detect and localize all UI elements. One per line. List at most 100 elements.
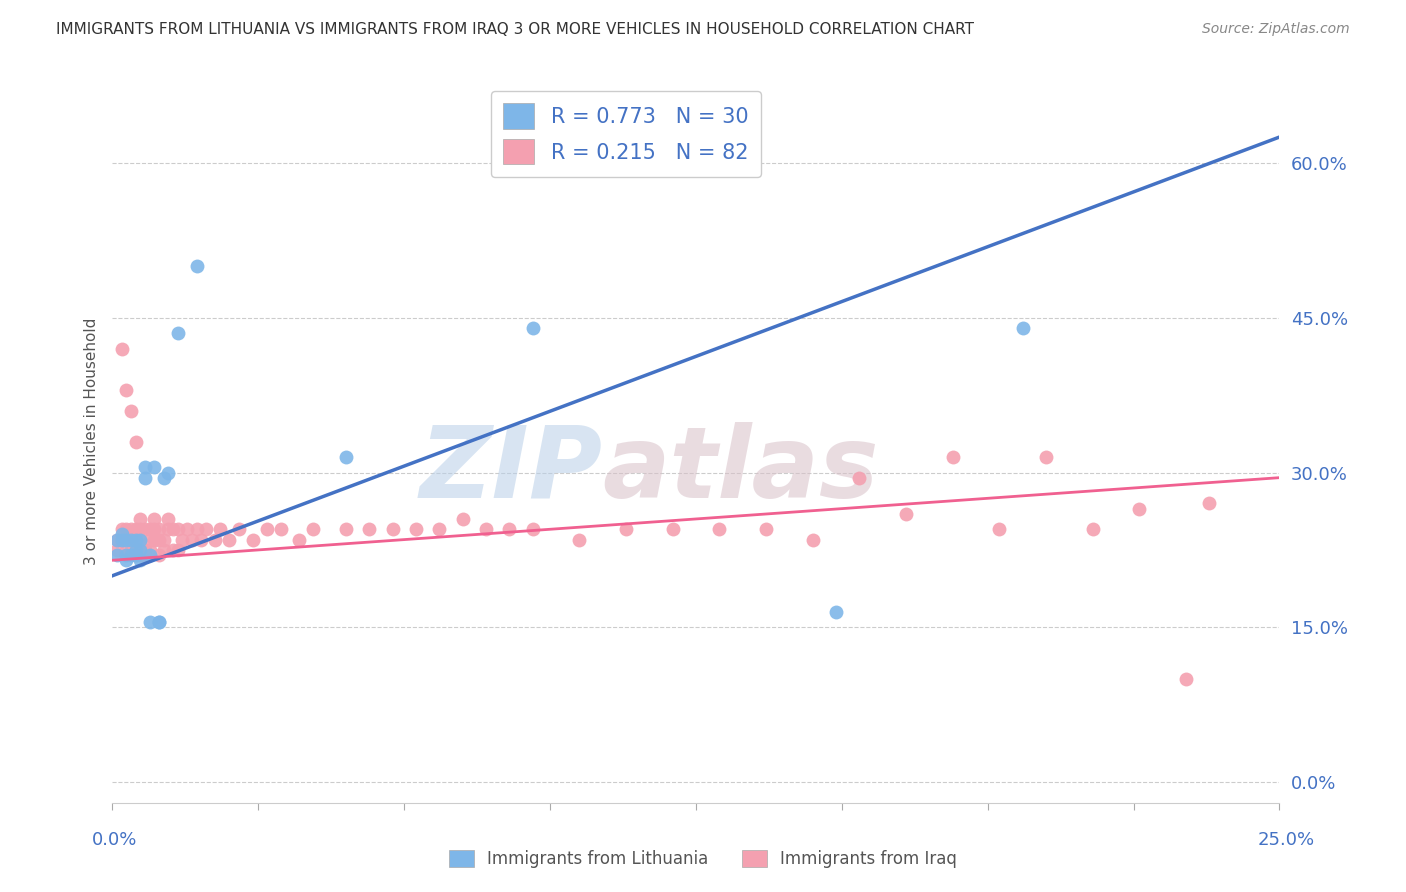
- Point: [111, 527, 134, 541]
- Point: [129, 533, 152, 547]
- Text: IMMIGRANTS FROM LITHUANIA VS IMMIGRANTS FROM IRAQ 3 OR MORE VEHICLES IN HOUSEHOL: IMMIGRANTS FROM LITHUANIA VS IMMIGRANTS …: [56, 22, 974, 37]
- Point: [115, 522, 138, 536]
- Point: [115, 553, 138, 567]
- Text: ZIP: ZIP: [419, 422, 603, 519]
- Text: 25.0%: 25.0%: [1257, 831, 1315, 849]
- Point: [157, 512, 180, 526]
- Point: [111, 522, 134, 536]
- Point: [186, 259, 208, 273]
- Point: [125, 533, 148, 547]
- Point: [125, 548, 148, 562]
- Point: [115, 548, 138, 562]
- Point: [302, 522, 325, 536]
- Point: [614, 522, 637, 536]
- Point: [134, 522, 156, 536]
- Point: [148, 522, 170, 536]
- Point: [115, 542, 138, 557]
- Point: [176, 522, 198, 536]
- Point: [125, 533, 148, 547]
- Point: [120, 533, 142, 547]
- Point: [105, 533, 128, 547]
- Point: [335, 522, 357, 536]
- Point: [129, 553, 152, 567]
- Point: [129, 548, 152, 562]
- Point: [105, 542, 128, 557]
- Point: [115, 533, 138, 547]
- Point: [242, 533, 264, 547]
- Point: [256, 522, 278, 536]
- Point: [139, 533, 162, 547]
- Point: [129, 522, 152, 536]
- Point: [139, 615, 162, 630]
- Point: [451, 512, 474, 526]
- Point: [190, 533, 212, 547]
- Point: [709, 522, 731, 536]
- Point: [166, 522, 188, 536]
- Point: [942, 450, 965, 464]
- Point: [153, 542, 176, 557]
- Point: [125, 522, 148, 536]
- Text: atlas: atlas: [603, 422, 879, 519]
- Point: [522, 522, 544, 536]
- Point: [180, 533, 202, 547]
- Point: [143, 522, 166, 536]
- Point: [120, 548, 142, 562]
- Point: [143, 460, 166, 475]
- Point: [894, 507, 917, 521]
- Point: [568, 533, 591, 547]
- Point: [120, 542, 142, 557]
- Point: [125, 542, 148, 557]
- Point: [139, 548, 162, 562]
- Point: [172, 533, 194, 547]
- Point: [270, 522, 292, 536]
- Point: [218, 533, 240, 547]
- Point: [105, 533, 128, 547]
- Point: [111, 342, 134, 356]
- Point: [157, 522, 180, 536]
- Text: Source: ZipAtlas.com: Source: ZipAtlas.com: [1202, 22, 1350, 37]
- Point: [129, 542, 152, 557]
- Point: [288, 533, 311, 547]
- Point: [139, 542, 162, 557]
- Legend: R = 0.773   N = 30, R = 0.215   N = 82: R = 0.773 N = 30, R = 0.215 N = 82: [491, 91, 761, 177]
- Point: [148, 533, 170, 547]
- Point: [204, 533, 226, 547]
- Point: [125, 548, 148, 562]
- Point: [335, 450, 357, 464]
- Point: [848, 471, 870, 485]
- Point: [143, 533, 166, 547]
- Point: [153, 533, 176, 547]
- Point: [801, 533, 824, 547]
- Point: [157, 466, 180, 480]
- Legend: Immigrants from Lithuania, Immigrants from Iraq: Immigrants from Lithuania, Immigrants fr…: [443, 843, 963, 875]
- Point: [208, 522, 231, 536]
- Point: [134, 460, 156, 475]
- Point: [105, 548, 128, 562]
- Point: [228, 522, 250, 536]
- Point: [125, 542, 148, 557]
- Point: [139, 522, 162, 536]
- Point: [381, 522, 404, 536]
- Point: [153, 471, 176, 485]
- Point: [134, 471, 156, 485]
- Point: [427, 522, 450, 536]
- Point: [498, 522, 520, 536]
- Point: [115, 383, 138, 397]
- Point: [988, 522, 1011, 536]
- Point: [825, 605, 848, 619]
- Point: [162, 542, 184, 557]
- Point: [755, 522, 778, 536]
- Point: [405, 522, 427, 536]
- Point: [522, 321, 544, 335]
- Point: [1128, 501, 1150, 516]
- Point: [359, 522, 381, 536]
- Point: [120, 522, 142, 536]
- Point: [194, 522, 217, 536]
- Point: [1035, 450, 1057, 464]
- Point: [125, 434, 148, 449]
- Point: [129, 533, 152, 547]
- Point: [134, 542, 156, 557]
- Point: [143, 512, 166, 526]
- Point: [166, 542, 188, 557]
- Point: [111, 533, 134, 547]
